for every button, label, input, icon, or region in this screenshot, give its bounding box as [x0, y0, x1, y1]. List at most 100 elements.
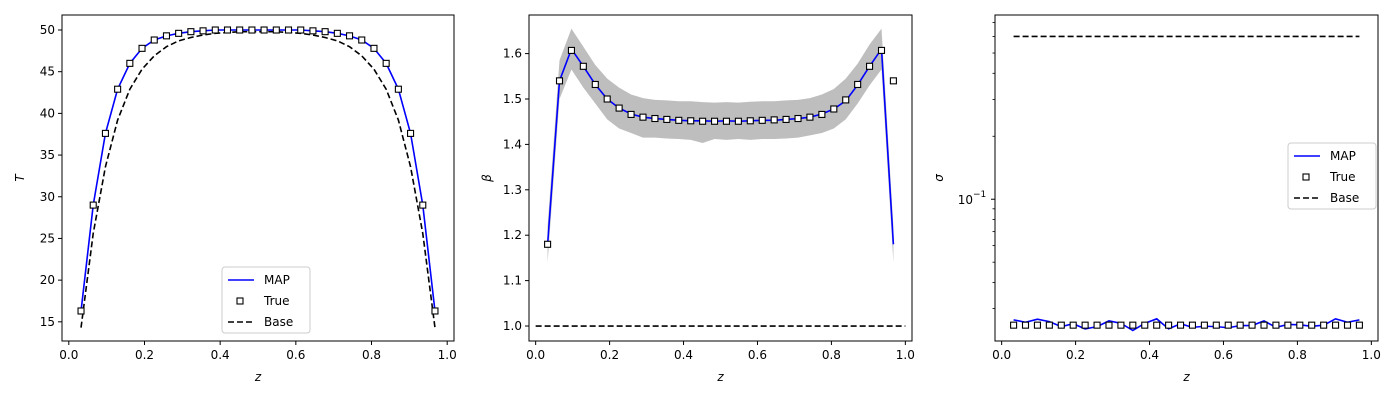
true-marker [710, 117, 719, 125]
true-marker [1236, 321, 1244, 329]
y-tick-label: 1.0 [503, 319, 522, 333]
y-tick-exponent: −1 [973, 190, 986, 200]
true-marker [1343, 321, 1352, 329]
y-tick-label: 1.5 [503, 92, 522, 106]
axes-frame [61, 14, 455, 342]
true-marker [333, 29, 341, 37]
y-axis-label: σ [932, 174, 946, 182]
true-marker [794, 114, 802, 123]
true-marker [260, 26, 268, 34]
true-marker [1272, 321, 1280, 329]
true-marker [1248, 321, 1256, 329]
true-marker [272, 26, 280, 34]
true-marker [1141, 321, 1149, 329]
uncertainty-band [547, 28, 894, 263]
y-tick-label: 1.4 [503, 137, 522, 151]
true-marker [1033, 321, 1041, 329]
x-tick-label: 0.2 [600, 348, 619, 362]
true-marker [138, 44, 146, 52]
true-marker [162, 32, 171, 40]
y-tick-label: 40 [40, 106, 55, 120]
true-marker [1057, 321, 1065, 329]
true-marker [199, 27, 207, 35]
true-marker [1332, 321, 1340, 329]
true-marker [1188, 321, 1196, 329]
true-marker [431, 307, 439, 315]
true-marker [722, 117, 731, 125]
true-marker [89, 201, 97, 209]
true-marker [889, 77, 897, 85]
true-marker [1355, 321, 1363, 329]
x-tick-label: 0.4 [1140, 348, 1159, 362]
true-marker [297, 26, 305, 34]
true-marker [1284, 321, 1292, 329]
true-marker [114, 85, 122, 93]
true-marker [806, 113, 814, 121]
y-axis-label: T [13, 173, 27, 182]
x-tick-label: 0.6 [286, 348, 305, 362]
legend-base-label: Base [264, 315, 293, 329]
y-tick-label: 1.6 [503, 47, 522, 61]
x-tick-label: 1.0 [896, 348, 915, 362]
true-marker [345, 32, 354, 40]
true-marker [1320, 321, 1328, 329]
true-marker [1177, 321, 1185, 329]
true-marker [382, 59, 390, 67]
x-axis-label: z [716, 370, 724, 384]
x-tick-label: 0.0 [59, 348, 78, 362]
true-marker [126, 59, 134, 67]
legend-true-marker [1302, 173, 1310, 181]
true-marker [187, 28, 195, 36]
true-marker [1200, 321, 1208, 329]
true-marker [734, 117, 742, 125]
true-marker [1165, 321, 1173, 329]
true-marker [627, 110, 635, 118]
true-marker [544, 240, 552, 248]
y-tick-label: 1.3 [503, 183, 522, 197]
true-marker [687, 117, 695, 125]
true-marker [1296, 321, 1304, 329]
y-tick-label: 45 [40, 65, 55, 79]
sigma-panel: 0.0 0.2 0.4 0.6 0.8 1.0 10 −1 z σ MAP True Base [932, 14, 1381, 384]
x-tick-label: 0.0 [992, 348, 1011, 362]
x-tick-label: 0.0 [526, 348, 545, 362]
true-marker [407, 129, 415, 137]
true-marker [615, 104, 623, 112]
x-tick-label: 0.6 [1214, 348, 1233, 362]
true-marker [1105, 321, 1113, 329]
true-marker [699, 117, 707, 125]
legend-base-label: Base [1330, 191, 1359, 205]
true-marker [419, 201, 427, 209]
true-marker [758, 116, 766, 124]
axes-frame [528, 14, 913, 342]
true-marker [1212, 321, 1220, 329]
x-tick-label: 0.4 [211, 348, 230, 362]
true-marker [175, 29, 183, 37]
true-marker [211, 26, 219, 34]
y-tick-label: 20 [40, 273, 55, 287]
true-marker [1021, 321, 1030, 329]
x-tick-label: 0.4 [674, 348, 693, 362]
true-marker [866, 62, 874, 70]
axes-frame [994, 14, 1379, 342]
true-marker [675, 116, 683, 124]
x-tick-label: 0.2 [135, 348, 154, 362]
x-tick-label: 0.8 [362, 348, 381, 362]
true-marker [1093, 321, 1101, 329]
true-marker [1308, 321, 1316, 329]
true-marker [1010, 321, 1018, 329]
true-marker [1224, 321, 1232, 329]
true-marker [830, 105, 838, 113]
x-tick-label: 0.6 [748, 348, 767, 362]
true-marker [77, 307, 85, 315]
y-tick-label: 10 [958, 193, 973, 207]
y-tick-label: 15 [40, 315, 55, 329]
legend-map-label: MAP [264, 273, 290, 287]
true-marker [248, 26, 256, 34]
x-tick-label: 1.0 [438, 348, 457, 362]
true-marker [1117, 321, 1125, 329]
true-marker [284, 26, 293, 34]
legend-box [221, 266, 311, 334]
true-marker [1069, 321, 1077, 329]
